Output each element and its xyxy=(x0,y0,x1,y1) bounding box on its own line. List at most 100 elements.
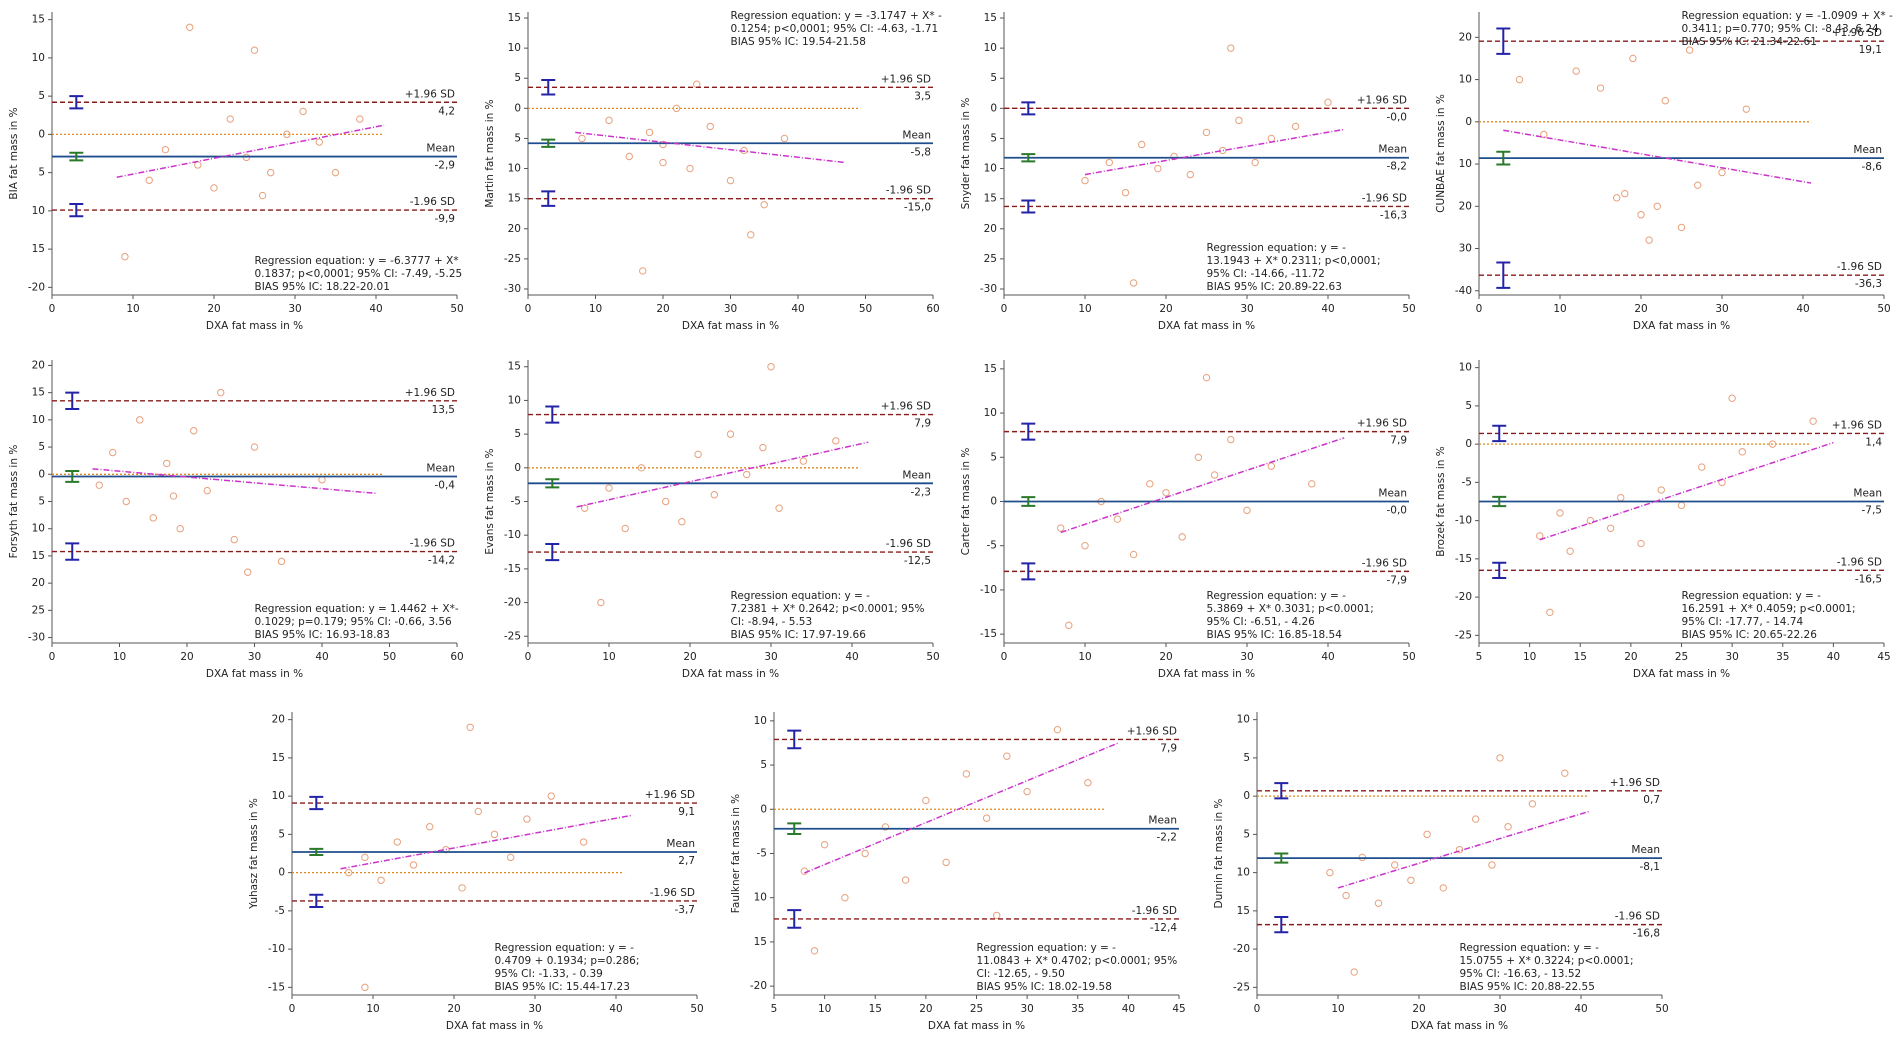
y-tick-label: -20 xyxy=(1455,591,1472,603)
limit-value-label: -0,0 xyxy=(1387,111,1408,123)
x-tick-label: 5 xyxy=(1476,651,1483,663)
ci-bar xyxy=(1496,261,1511,289)
data-point xyxy=(1472,815,1480,823)
annotation: 95% CI: -16.63, - 13.52 xyxy=(1460,968,1582,980)
y-tick-label: 10 xyxy=(32,52,45,64)
y-tick-label: 10 xyxy=(1459,362,1472,374)
y-tick-label: 10 xyxy=(984,42,997,54)
y-tick-label: 10 xyxy=(32,205,45,217)
annotation: Regression equation: y = -6.3777 + X* xyxy=(255,255,459,267)
x-tick-label: 15 xyxy=(1574,651,1587,663)
limit-value-label: -0,0 xyxy=(1387,505,1408,517)
data-point xyxy=(1202,128,1211,137)
y-axis-label: BIA fat mass in % xyxy=(8,107,20,199)
y-tick-label: 0 xyxy=(990,496,997,508)
annotation: BIAS 95% IC: 18.02-19.58 xyxy=(977,981,1112,993)
y-tick-label: 10 xyxy=(754,715,767,727)
y-tick-label: 10 xyxy=(754,892,767,904)
limit-value-label: 1,4 xyxy=(1865,436,1882,448)
data-point xyxy=(258,191,267,200)
data-point xyxy=(109,448,117,457)
y-tick-label: 5 xyxy=(38,496,45,508)
data-point xyxy=(194,161,202,169)
y-tick-label: -10 xyxy=(268,943,285,955)
x-tick-label: 60 xyxy=(450,651,463,663)
data-point xyxy=(1613,194,1621,202)
y-tick-label: 10 xyxy=(984,163,997,175)
ci-bar xyxy=(1021,199,1036,214)
x-tick-label: 30 xyxy=(248,651,261,663)
limit-value-label: -8,1 xyxy=(1640,861,1661,873)
data-point xyxy=(1488,861,1496,869)
data-point xyxy=(1637,211,1645,219)
y-tick-label: 25 xyxy=(984,253,997,265)
y-tick-label: 30 xyxy=(1459,243,1472,255)
limit-value-label: -16,5 xyxy=(1855,573,1882,585)
data-point xyxy=(1561,769,1569,777)
y-tick-label: 20 xyxy=(32,577,45,589)
annotation: 15.0755 + X* 0.3224; p<0.0001; xyxy=(1460,955,1634,967)
data-point xyxy=(1718,168,1726,177)
y-tick-label: 15 xyxy=(984,193,997,205)
data-point xyxy=(1243,506,1251,515)
data-point xyxy=(1121,188,1130,197)
data-point xyxy=(1138,140,1146,149)
data-point xyxy=(1391,861,1399,869)
limit-name: -1.96 SD xyxy=(1132,905,1177,917)
x-tick-label: 20 xyxy=(447,1003,460,1015)
data-point xyxy=(1105,158,1114,167)
data-point xyxy=(250,443,259,451)
data-point xyxy=(1742,105,1751,113)
y-tick-label: -25 xyxy=(504,630,521,642)
data-point xyxy=(1235,116,1243,125)
limit-value-label: -3,7 xyxy=(675,904,696,916)
regression-line xyxy=(340,814,633,870)
x-tick-label: 0 xyxy=(289,1003,296,1015)
x-tick-label: 50 xyxy=(1655,1003,1668,1015)
y-tick-label: 5 xyxy=(990,132,997,144)
x-tick-label: 10 xyxy=(126,303,139,315)
y-tick-label: 15 xyxy=(508,12,521,24)
y-axis-label: Martin fat mass in % xyxy=(484,99,496,207)
x-tick-label: 0 xyxy=(1476,303,1483,315)
x-tick-label: 0 xyxy=(1001,303,1008,315)
data-point xyxy=(1178,533,1186,541)
data-point xyxy=(942,858,950,867)
data-point xyxy=(122,497,130,506)
data-point xyxy=(1768,440,1777,448)
data-point xyxy=(186,23,194,31)
y-tick-label: -5 xyxy=(757,848,767,860)
x-tick-label: 45 xyxy=(1172,1003,1185,1015)
x-tick-label: 30 xyxy=(1020,1003,1033,1015)
data-point xyxy=(1081,176,1089,185)
y-tick-label: -25 xyxy=(504,253,521,265)
data-point xyxy=(277,557,286,566)
x-tick-label: 10 xyxy=(1553,303,1566,315)
data-point xyxy=(1455,845,1464,854)
limit-name: -1.96 SD xyxy=(410,538,455,550)
x-tick-label: 50 xyxy=(1877,303,1890,315)
limit-name: Mean xyxy=(1631,844,1660,856)
y-tick-label: 0 xyxy=(1243,790,1250,802)
x-tick-label: 10 xyxy=(818,1003,831,1015)
annotation: BIAS 95% IC: 17.97-19.66 xyxy=(731,629,867,641)
data-point xyxy=(1504,823,1512,831)
data-point xyxy=(1350,968,1358,976)
data-point xyxy=(1528,800,1537,808)
limit-value-label: 19,1 xyxy=(1859,44,1882,56)
y-tick-label: 10 xyxy=(508,394,521,406)
data-point xyxy=(1423,830,1431,839)
data-point xyxy=(625,152,633,161)
data-point xyxy=(686,164,694,173)
x-tick-label: 40 xyxy=(1321,303,1334,315)
x-tick-label: 50 xyxy=(383,651,396,663)
limit-name: +1.96 SD xyxy=(1127,725,1177,737)
limit-name: -1.96 SD xyxy=(886,538,931,550)
limit-name: +1.96 SD xyxy=(1610,777,1660,789)
y-tick-label: 10 xyxy=(1459,158,1472,170)
annotation: BIAS 95% IC: 20.65-22.26 xyxy=(1682,629,1818,641)
annotation: BIAS 95% IC: 21.34-22.61 xyxy=(1682,36,1817,48)
